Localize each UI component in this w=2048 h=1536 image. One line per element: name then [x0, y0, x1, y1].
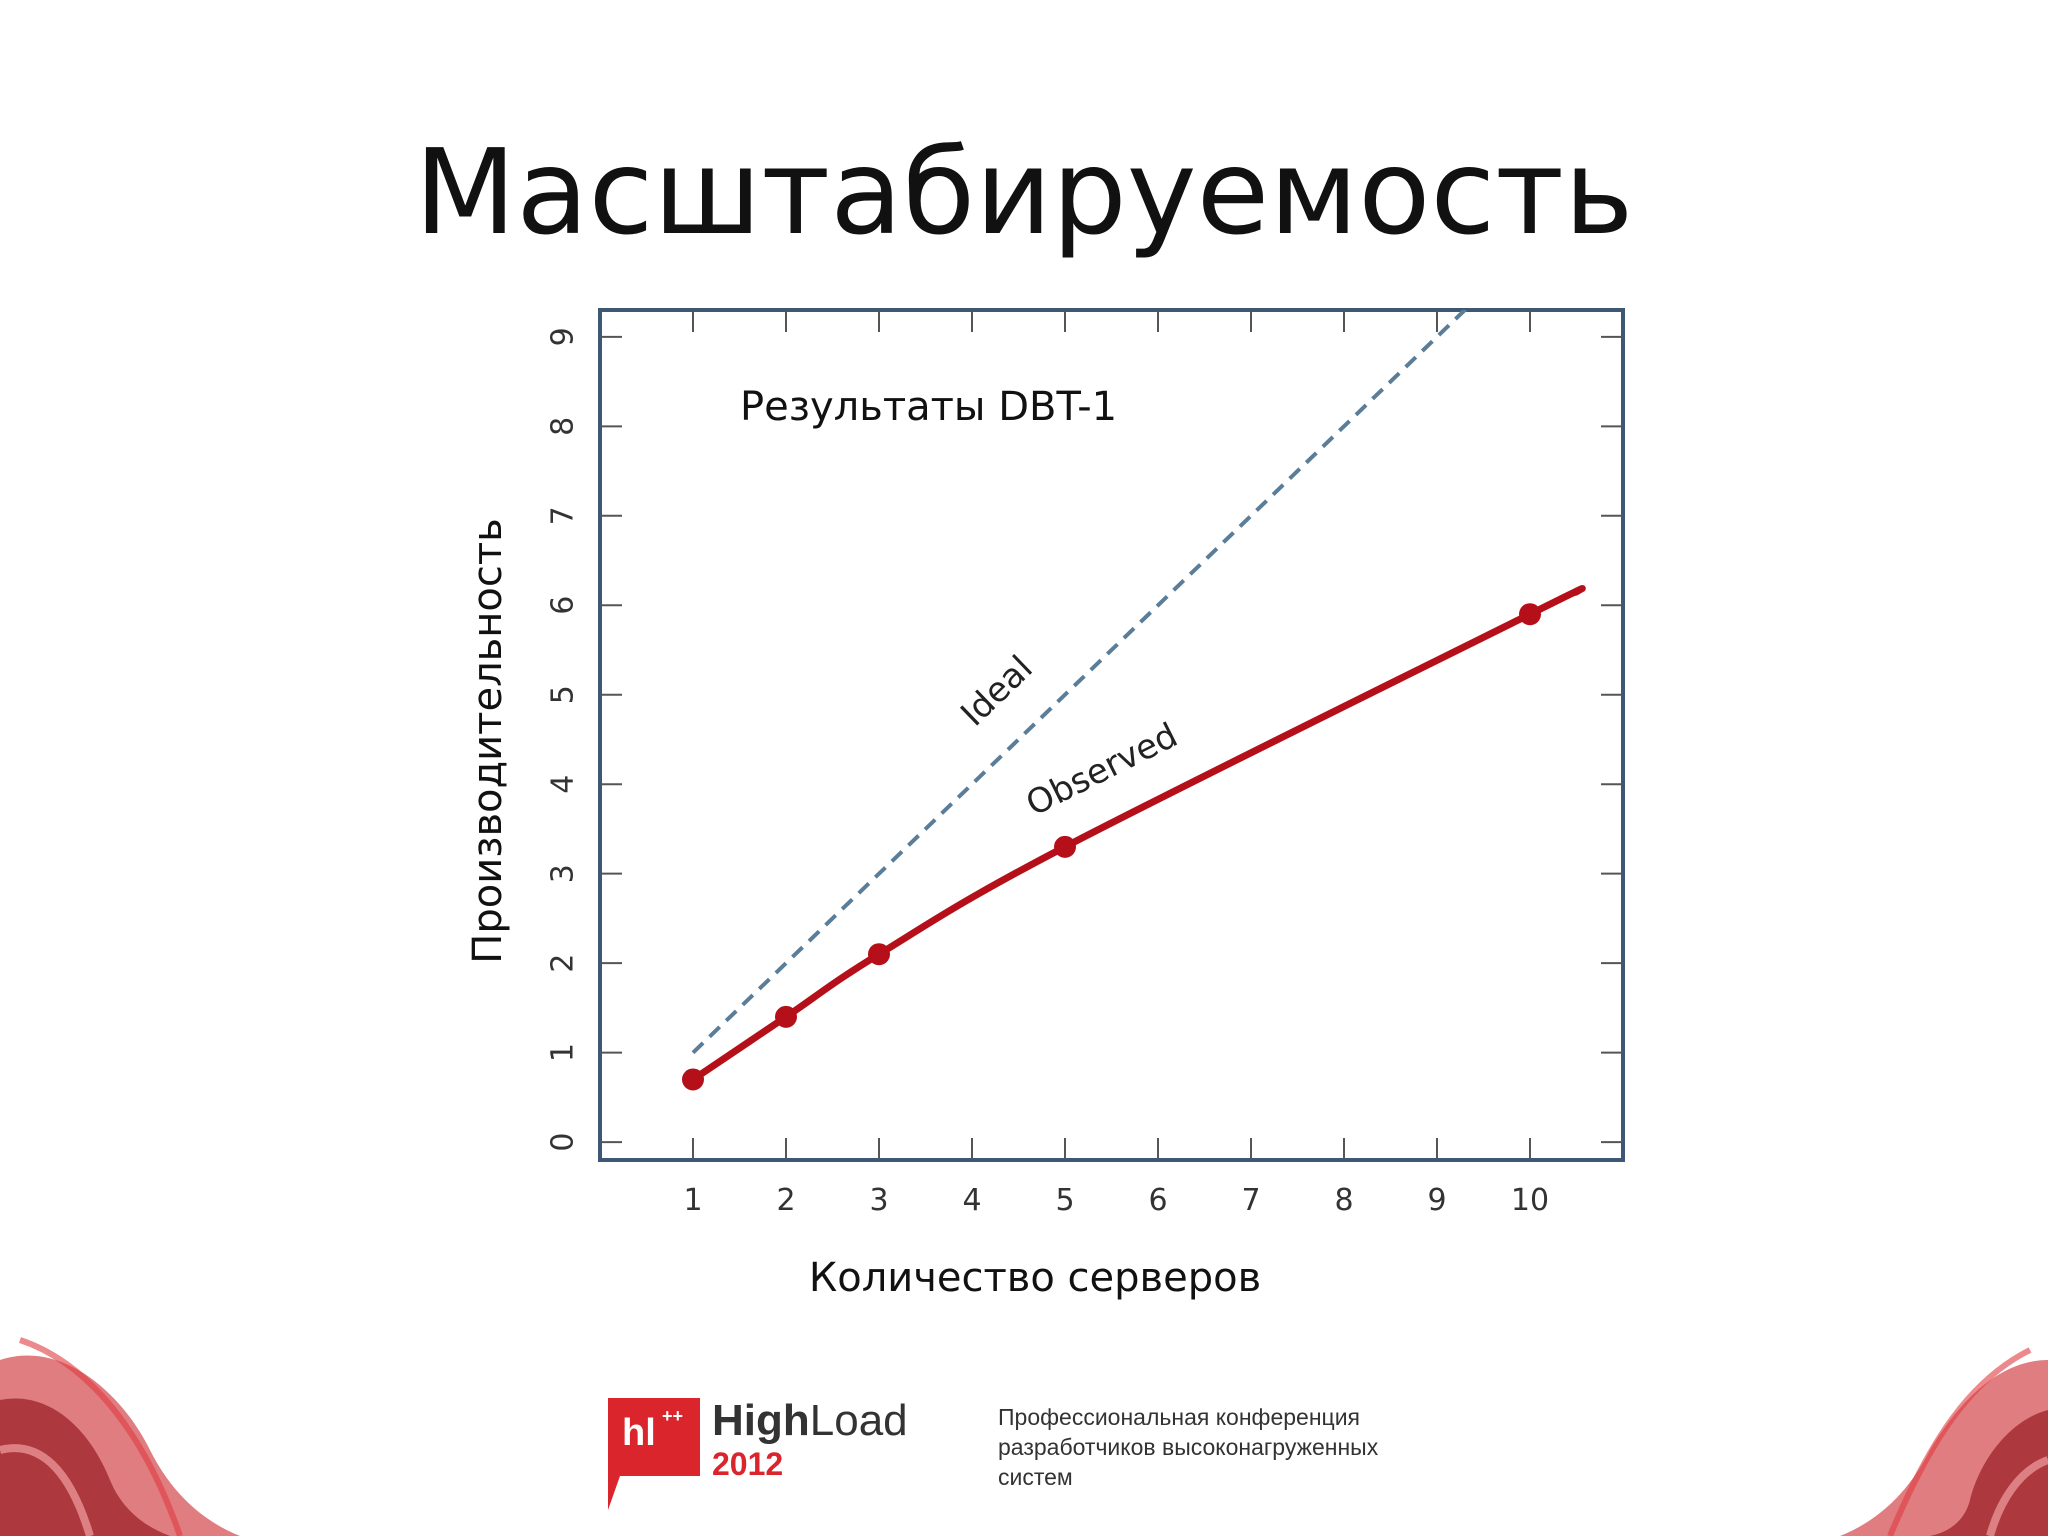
y-tick-label-1: 1	[546, 1043, 581, 1062]
y-tick-label-4: 4	[546, 775, 581, 794]
x-tick-label-3: 3	[869, 1183, 888, 1218]
series-label-observed: Observed	[1020, 715, 1184, 824]
decorative-swirl-right	[1840, 1347, 2048, 1536]
logo-name-bold: High	[712, 1396, 810, 1445]
logo-tail	[608, 1476, 620, 1510]
x-axis-label: Количество серверов	[808, 1255, 1262, 1301]
y-tick-label-2: 2	[546, 954, 581, 973]
conference-line-3: систем	[998, 1464, 1073, 1490]
plot-frame	[598, 308, 1625, 1162]
logo-name: HighLoad	[712, 1396, 908, 1446]
x-tick-label-9: 9	[1427, 1183, 1446, 1218]
x-tick-label-7: 7	[1241, 1183, 1260, 1218]
y-axis-label: Производительность	[465, 518, 511, 964]
observed-point-3	[868, 943, 890, 966]
observed-point-2	[775, 1005, 797, 1028]
series-ideal-line	[691, 310, 1468, 1055]
observed-point-10	[1519, 603, 1541, 626]
conference-description: Профессиональная конференция разработчик…	[998, 1402, 1478, 1492]
y-tick-label-7: 7	[546, 506, 581, 525]
series-label-ideal: Ideal	[953, 648, 1040, 734]
series-observed-line	[689, 585, 1586, 1083]
x-tick-label-1: 1	[683, 1183, 702, 1218]
x-tick-label-10: 10	[1511, 1183, 1549, 1218]
y-tick-label-9: 9	[546, 327, 581, 346]
highload-logo-mark: hl ++	[608, 1398, 700, 1476]
y-tick-label-6: 6	[546, 596, 581, 615]
y-tick-label-0: 0	[546, 1133, 581, 1152]
conference-line-1: Профессиональная конференция	[998, 1404, 1360, 1430]
x-tick-label-8: 8	[1334, 1183, 1353, 1218]
x-tick-label-4: 4	[962, 1183, 981, 1218]
y-tick-label-8: 8	[546, 417, 581, 436]
slide-title: Масштабируемость	[414, 123, 1634, 261]
x-tick-label-5: 5	[1055, 1183, 1074, 1218]
chart-subtitle: Результаты DBT-1	[740, 384, 1118, 430]
logo-name-rest: Load	[809, 1396, 908, 1445]
y-tick-label-5: 5	[546, 685, 581, 704]
x-tick-label-2: 2	[776, 1183, 795, 1218]
x-tick-label-6: 6	[1148, 1183, 1167, 1218]
logo-year: 2012	[712, 1446, 784, 1482]
observed-point-5	[1054, 835, 1076, 858]
logo-mark-sup: ++	[662, 1406, 684, 1426]
observed-point-1	[682, 1068, 704, 1091]
decorative-swirl-left	[0, 1337, 240, 1536]
y-tick-label-3: 3	[546, 864, 581, 883]
conference-line-2: разработчиков высоконагруженных	[998, 1434, 1379, 1460]
logo-mark-text: hl	[622, 1412, 656, 1454]
